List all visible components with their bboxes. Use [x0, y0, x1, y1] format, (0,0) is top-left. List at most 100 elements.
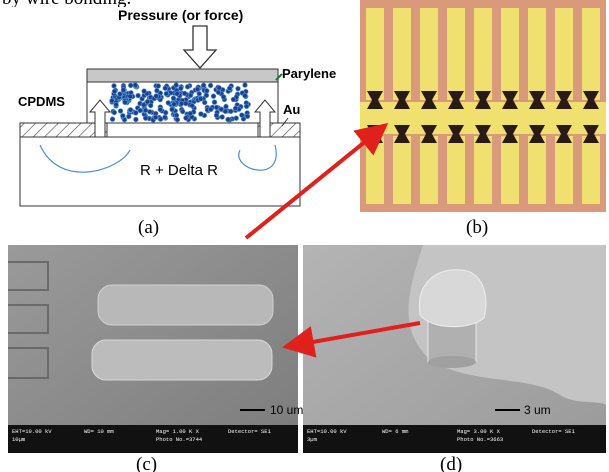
pad	[393, 8, 411, 100]
particle	[184, 116, 189, 121]
particle	[185, 84, 190, 89]
pad	[555, 8, 573, 100]
particle	[208, 107, 213, 112]
particle	[228, 109, 233, 114]
pad	[474, 8, 492, 100]
pad	[420, 8, 438, 100]
pad	[366, 8, 384, 100]
pad	[501, 136, 519, 204]
panel-b: (b)	[360, 0, 606, 238]
particle	[110, 117, 115, 122]
info-text: Photo No.=3663	[457, 436, 503, 443]
particle	[174, 83, 179, 88]
particle	[156, 84, 161, 89]
particle	[199, 112, 204, 117]
cpdms-label: CPDMS	[18, 94, 65, 109]
info-text: EHT=10.00 kV	[307, 428, 347, 435]
particle	[221, 95, 226, 100]
particle	[175, 117, 180, 122]
particle	[136, 93, 141, 98]
pillar-base	[428, 356, 476, 368]
particle	[172, 102, 177, 107]
bump	[98, 285, 273, 325]
particle	[143, 116, 148, 121]
particle	[239, 113, 244, 118]
particle	[211, 94, 216, 99]
particle	[163, 110, 168, 115]
particle	[204, 93, 209, 98]
particle	[188, 93, 193, 98]
scale-label: 3 um	[524, 403, 551, 417]
particle	[188, 111, 193, 116]
particle	[170, 107, 175, 112]
pad	[393, 136, 411, 204]
particle	[245, 114, 250, 119]
info-text: Photo No.=3744	[156, 436, 203, 443]
particle	[134, 117, 139, 122]
particle	[120, 113, 125, 118]
particle	[133, 83, 138, 88]
particle	[227, 86, 232, 91]
particle	[153, 115, 158, 120]
info-text: 10µm	[12, 436, 26, 443]
particle	[182, 91, 187, 96]
particle	[126, 114, 131, 119]
pad	[501, 8, 519, 100]
scale-label: 10 um	[270, 403, 303, 417]
pad	[366, 136, 384, 204]
info-text: 3µm	[307, 436, 318, 443]
au-left	[20, 123, 107, 137]
particle	[226, 117, 231, 122]
figure: by wire bonding. Pressure (or force) Par…	[0, 0, 609, 472]
particle	[155, 88, 160, 93]
particle	[166, 100, 171, 105]
info-text: EHT=10.00 kV	[12, 428, 52, 435]
pressure-label: Pressure (or force)	[118, 7, 243, 23]
info-text: Detector= SE1	[532, 428, 576, 435]
particle	[217, 86, 222, 91]
particle	[216, 90, 221, 95]
header-text: by wire bonding.	[2, 0, 131, 9]
particle	[114, 102, 119, 107]
particle	[198, 97, 203, 102]
particle	[171, 96, 176, 101]
pad	[447, 136, 465, 204]
particle	[234, 116, 239, 121]
particle	[145, 99, 150, 104]
info-text: WD= 6 mm	[382, 428, 409, 435]
particle	[158, 117, 163, 122]
particle	[179, 101, 184, 106]
particle	[133, 111, 138, 116]
particle	[118, 92, 123, 97]
info-text: WD= 10 mm	[84, 428, 114, 435]
panel-label: (a)	[138, 217, 159, 238]
panel-label: (b)	[466, 217, 488, 238]
particle	[112, 110, 117, 115]
particle	[163, 86, 168, 91]
particle	[212, 100, 217, 105]
pad	[582, 8, 600, 100]
particle	[195, 87, 200, 92]
particle	[175, 91, 180, 96]
particle	[143, 108, 148, 113]
pad	[447, 8, 465, 100]
info-text: Mag= 3.00 K X	[457, 428, 501, 435]
particle	[214, 113, 219, 118]
au-label: Au	[283, 102, 300, 117]
particle	[178, 86, 183, 91]
particle	[236, 86, 241, 91]
particle	[112, 89, 117, 94]
particle	[208, 83, 213, 88]
particle	[201, 83, 206, 88]
panel-label: (c)	[136, 454, 157, 472]
particle	[112, 83, 117, 88]
pad	[555, 136, 573, 204]
particle	[128, 83, 133, 88]
pad	[528, 8, 546, 100]
particle	[180, 109, 185, 114]
info-text: Mag= 1.00 K X	[156, 428, 200, 435]
particle	[224, 104, 229, 109]
particle	[223, 109, 228, 114]
particle	[204, 89, 209, 94]
